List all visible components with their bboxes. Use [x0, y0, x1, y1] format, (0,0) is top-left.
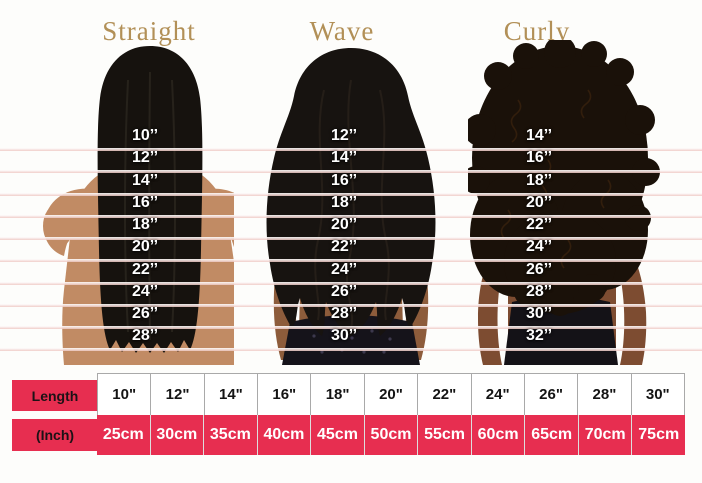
length-marker: 14’’ [330, 149, 358, 166]
length-marker: 26’’ [330, 283, 358, 300]
length-marker: 16’’ [525, 149, 553, 166]
length-marker: 12’’ [330, 127, 358, 144]
row-header-length: Length [12, 380, 98, 411]
length-marker: 22’’ [131, 261, 159, 278]
length-marker: 32’’ [525, 327, 553, 344]
inch-cell: 12" [150, 374, 203, 415]
length-marker: 12’’ [131, 149, 159, 166]
length-marker: 22’’ [330, 238, 358, 255]
length-marker: 26’’ [131, 305, 159, 322]
cm-cell: 25cm [102, 426, 144, 443]
length-marker: 14’’ [525, 127, 553, 144]
length-marker: 28’’ [330, 305, 358, 322]
cm-cell: 65cm [524, 415, 578, 455]
cm-cell: 50cm [363, 415, 418, 455]
length-marker: 10’’ [131, 127, 159, 144]
length-marker: 20’’ [330, 216, 358, 233]
length-marker: 18’’ [525, 172, 553, 189]
inches-row: 10" 12" 14" 16" 18" 20" 22" 24" 26" 28" … [97, 373, 685, 416]
inch-cell: 22" [417, 374, 470, 415]
length-marker: 22’’ [525, 216, 553, 233]
length-marker: 24’’ [131, 283, 159, 300]
length-marker: 16’’ [330, 172, 358, 189]
inch-cell: 26" [523, 374, 577, 415]
length-marker: 20’’ [131, 238, 159, 255]
style-title-wave: Wave [309, 16, 375, 46]
row-header-inch: (Inch) [12, 419, 98, 451]
cm-cell: 30cm [149, 415, 204, 455]
centimeters-row: 25cm 30cm 35cm 40cm 45cm 50cm 55cm 60cm … [97, 415, 685, 455]
style-title-straight: Straight [102, 16, 196, 46]
length-marker: 30’’ [525, 305, 553, 322]
length-marker: 18’’ [330, 194, 358, 211]
length-marker: 14’’ [131, 172, 159, 189]
curly-hair-photo [468, 40, 702, 365]
length-marker: 20’’ [525, 194, 553, 211]
inch-cell: 20" [363, 374, 417, 415]
straight-hair-photo [0, 40, 234, 365]
length-marker: 26’’ [525, 261, 553, 278]
cm-cell: 55cm [417, 415, 471, 455]
curly-figure-illustration [468, 40, 660, 365]
inch-cell: 18" [310, 374, 363, 415]
length-marker: 30’’ [330, 327, 358, 344]
cm-cell: 70cm [577, 415, 632, 455]
inch-cell: 14" [203, 374, 257, 415]
inch-cell: 16" [257, 374, 310, 415]
cm-cell: 40cm [256, 415, 311, 455]
inch-cell: 28" [577, 374, 630, 415]
length-marker: 24’’ [525, 238, 553, 255]
straight-figure-illustration [43, 46, 234, 365]
length-marker: 16’’ [131, 194, 159, 211]
length-marker: 18’’ [131, 216, 159, 233]
cm-cell: 75cm [631, 415, 685, 455]
cm-cell: 45cm [310, 415, 364, 455]
length-marker: 28’’ [131, 327, 159, 344]
inch-cell: 10" [112, 386, 137, 403]
length-marker: 28’’ [525, 283, 553, 300]
length-marker: 24’’ [330, 261, 358, 278]
inch-cell: 30" [630, 374, 684, 415]
cm-cell: 35cm [203, 415, 257, 455]
cm-cell: 60cm [470, 415, 525, 455]
inch-cell: 24" [470, 374, 524, 415]
